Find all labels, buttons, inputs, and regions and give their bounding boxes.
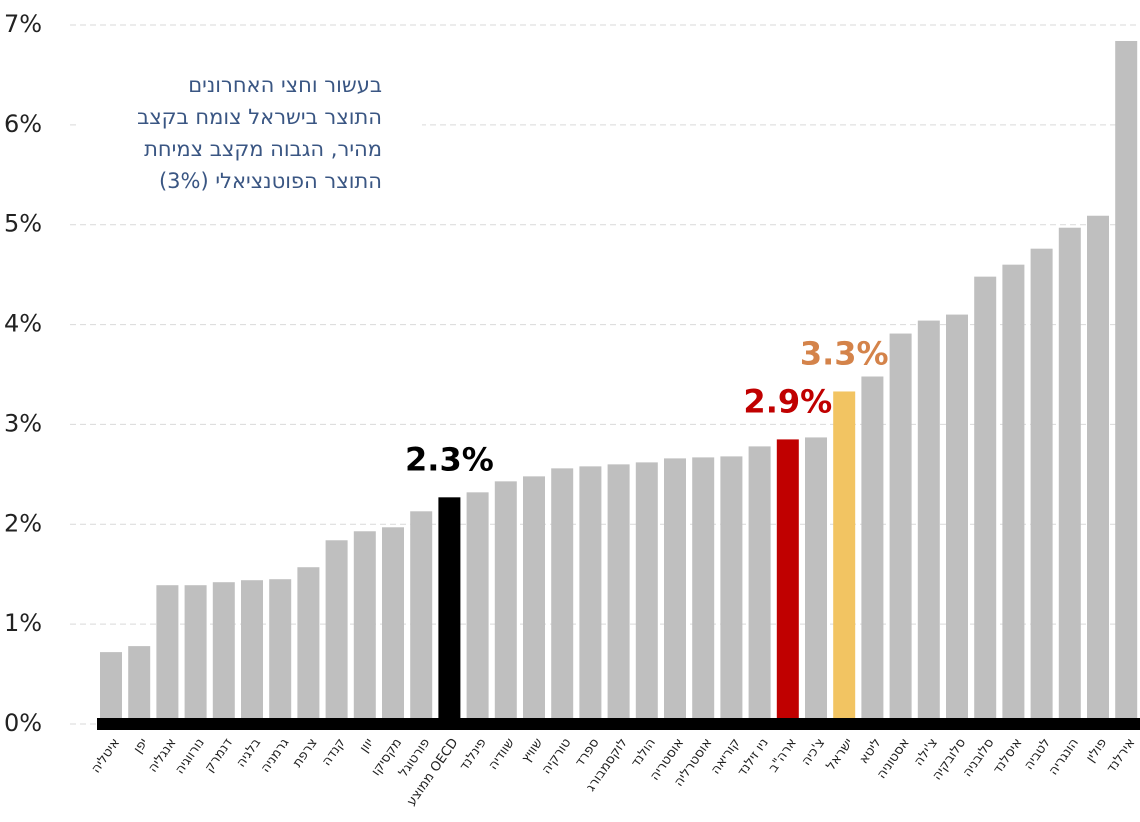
y-tick-label: 4%	[4, 310, 42, 338]
bar	[805, 437, 827, 724]
value-label: 3.3%	[800, 334, 889, 372]
bar	[100, 652, 122, 724]
x-tick-label: הונגריה	[1046, 736, 1082, 778]
bar	[607, 464, 630, 724]
bar	[297, 567, 320, 724]
bar	[156, 585, 179, 724]
bar	[241, 580, 263, 724]
bar	[410, 511, 433, 724]
bar	[523, 476, 545, 724]
x-tick-label: דנמרק	[202, 736, 236, 775]
bar	[1087, 215, 1109, 724]
y-tick-label: 2%	[4, 509, 42, 537]
bar	[692, 457, 715, 724]
annotation-line: בעשור וחצי האחרונים	[188, 73, 382, 97]
annotation-line: התוצר הפוטנציאלי (3%)	[159, 169, 382, 193]
bar	[579, 466, 602, 724]
bar	[720, 456, 743, 724]
value-label: 2.3%	[405, 440, 494, 478]
bar	[325, 540, 348, 724]
baseline	[97, 718, 1140, 730]
annotation-line: מהיר, הגבוה מקצב צמיחת	[144, 137, 382, 161]
y-tick-label: 5%	[4, 210, 42, 238]
x-tick-label: שוודיה	[486, 736, 518, 773]
bar	[833, 391, 856, 724]
bar	[946, 314, 968, 724]
bar	[494, 481, 517, 724]
x-tick-label: טורקיה	[539, 736, 574, 777]
bar	[551, 468, 574, 724]
bar	[1002, 264, 1025, 724]
y-tick-label: 3%	[4, 409, 42, 437]
bar	[184, 585, 207, 724]
bar	[466, 492, 489, 724]
bar	[635, 462, 658, 724]
x-tick-label: צרפת	[290, 736, 320, 771]
x-tick-label: גרמניה	[258, 736, 292, 776]
bar	[861, 376, 884, 724]
bar	[776, 439, 799, 724]
bar	[1058, 227, 1081, 724]
value-label: 2.9%	[743, 382, 832, 420]
bar	[353, 531, 376, 724]
y-tick-label: 6%	[4, 110, 42, 138]
x-tick-label: יפן	[131, 736, 152, 757]
y-tick-label: 1%	[4, 609, 42, 637]
annotation-line: התוצר בישראל צומח בקצב	[137, 105, 382, 129]
x-tick-label: איסלנד	[990, 736, 1025, 777]
bar	[664, 458, 686, 724]
x-tick-label: ישראל	[824, 736, 857, 774]
x-tick-label: ארה"ב	[766, 736, 800, 776]
x-tick-label: יוון	[357, 736, 377, 756]
bar	[974, 276, 997, 724]
x-tick-label: קנדה	[319, 736, 349, 769]
bar	[269, 579, 292, 724]
y-tick-label: 7%	[4, 10, 42, 38]
annotation-box	[78, 62, 422, 210]
x-tick-label: ליטא	[857, 736, 885, 767]
bar	[1030, 248, 1053, 724]
bar	[128, 646, 151, 724]
bar	[382, 527, 404, 724]
bar	[1115, 40, 1138, 724]
x-tick-label: אירלנד	[1104, 736, 1138, 776]
bar	[889, 333, 912, 724]
x-tick-label: איטליה	[89, 736, 124, 776]
x-tick-label: שוויץ	[519, 736, 546, 766]
bar	[212, 582, 235, 724]
bar	[748, 446, 771, 724]
x-tick-label: נורווגיה	[173, 736, 208, 777]
bar	[438, 497, 461, 724]
x-tick-label: פינלנד	[457, 736, 490, 774]
bar	[917, 320, 940, 724]
x-tick-label: פולין	[1083, 736, 1110, 765]
y-tick-label: 0%	[4, 709, 42, 737]
